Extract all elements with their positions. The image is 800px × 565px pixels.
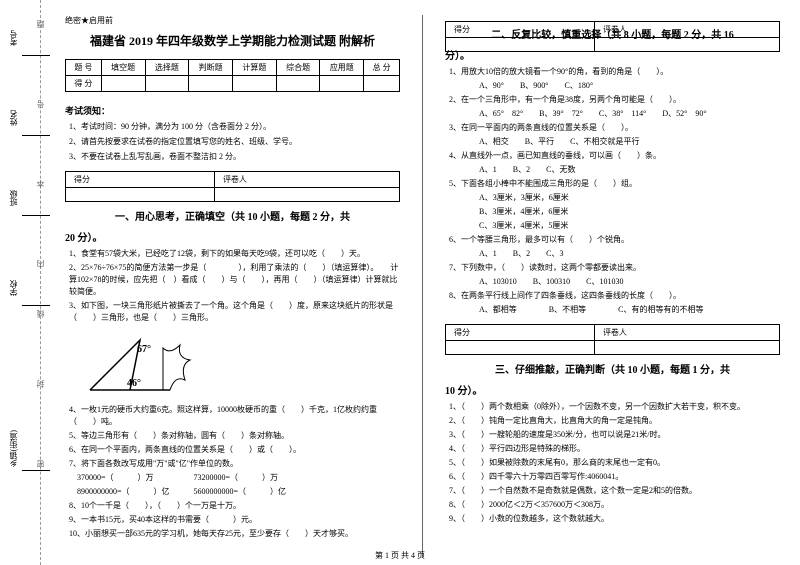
th-7: 总 分: [364, 60, 400, 76]
field-exam-no: [22, 55, 50, 56]
field-school: [22, 305, 50, 306]
score-table: 题 号 填空题 选择题 判断题 计算题 综合题 应用题 总 分 得 分: [65, 59, 400, 92]
binding-char-0: 题: [35, 20, 46, 28]
q2-5: 5、下面各组小棒中不能围成三角形的是（ ）组。: [449, 178, 780, 190]
part3-title: 三、仔细推敲，正确判断（共 10 小题，每题 1 分，共: [445, 361, 780, 376]
q2-1o: A、90° B、900° C、180°: [449, 80, 780, 92]
label-school: 学校: [8, 280, 19, 296]
q3-8: 8、（ ）2000亿＜2万＜357600万＜308万。: [449, 499, 780, 511]
binding-char-6: 密: [35, 460, 46, 468]
th-1: 填空题: [101, 60, 145, 76]
th-2: 选择题: [145, 60, 189, 76]
q2-8: 8、在两条平行线上间作了四条垂线，这四条垂线的长度（ ）。: [449, 290, 780, 302]
label-class: 班级: [8, 190, 19, 206]
left-column: 绝密★启用前 福建省 2019 年四年级数学上学期能力检测试题 附解析 题 号 …: [65, 15, 400, 557]
q1-7: 7、将下面各数改写成用"万"或"亿"作单位的数。: [69, 458, 400, 470]
q2-4: 4、从直线外一点，画已知直线的垂线，可以画（ ）条。: [449, 150, 780, 162]
q1-8: 8、10个一千是（ ），（ ）个一万是十万。: [69, 500, 400, 512]
label-town: 乡镇(街道): [8, 430, 19, 467]
scorer-c1: 得分: [66, 172, 215, 188]
q3-6: 6、（ ）四千零六十万零四百零写作:4060041。: [449, 471, 780, 483]
part3-questions: 1、（ ）两个数相乘（0除外），一个因数不变，另一个因数扩大若干变，积不变。 2…: [445, 401, 780, 527]
notice-title: 考试须知：: [65, 104, 400, 117]
q3-1: 1、（ ）两个数相乘（0除外），一个因数不变，另一个因数扩大若干变，积不变。: [449, 401, 780, 413]
th-6: 应用题: [320, 60, 364, 76]
q2-3o: A、相交 B、平行 C、不相交就是平行: [449, 136, 780, 148]
column-divider: [422, 15, 423, 557]
q1-6: 6、在同一个平面内，两条直线的位置关系是（ ）或（ ）。: [69, 444, 400, 456]
q3-2: 2、（ ）钝角一定比直角大，比直角大的角一定是钝角。: [449, 415, 780, 427]
q1-2: 2、25×76÷76×75的简便方法第一步是（ ），利用了乘法的（ ）（填运算律…: [69, 262, 400, 298]
q1-7a: 370000=（ ）万 73200000=（ ）万: [69, 472, 400, 484]
part3-title-cont: 10 分）。: [445, 382, 780, 397]
secret-label: 绝密★启用前: [65, 15, 400, 26]
binding-char-2: 本: [35, 180, 46, 188]
q1-7b: 8900000000=（ ）亿 5600000000=（ ）亿: [69, 486, 400, 498]
q2-8o: A、都相等 B、不相等 C、有的相等有的不相等: [449, 304, 780, 316]
q2-4o: A、1 B、2 C、无数: [449, 164, 780, 176]
part2-questions: 1、用放大10倍的放大镜看一个90°的角，看到的角是（ ）。 A、90° B、9…: [445, 66, 780, 318]
q2-5a: A、3厘米，3厘米，6厘米: [449, 192, 780, 204]
q1-10: 10、小丽想买一部635元的学习机，她每天存25元，至少要存（ ）天才够买。: [69, 528, 400, 540]
q2-2: 2、在一个三角形中，有一个角是38度，另两个角可能是（ ）。: [449, 94, 780, 106]
angle-46: 46°: [127, 378, 141, 389]
scorer3-c1: 得分: [446, 325, 595, 341]
notice-2: 2、请首先按要求在试卷的指定位置填写您的姓名、班级、学号。: [69, 136, 400, 149]
q2-5c: C、3厘米，4厘米，5厘米: [449, 220, 780, 232]
binding-char-5: 封: [35, 380, 46, 388]
th-5: 综合题: [276, 60, 320, 76]
exam-title: 福建省 2019 年四年级数学上学期能力检测试题 附解析: [65, 32, 400, 49]
dashed-line: [40, 0, 41, 565]
binding-char-4: 线: [35, 310, 46, 318]
q2-7: 7、下列数中，（ ）读数时，这两个零都要读出来。: [449, 262, 780, 274]
q2-1: 1、用放大10倍的放大镜看一个90°的角，看到的角是（ ）。: [449, 66, 780, 78]
field-name: [22, 135, 50, 136]
q2-3: 3、在同一平面内的两条直线的位置关系是（ ）。: [449, 122, 780, 134]
q1-3: 3、如下图，一块三角形纸片被撕去了一个角。这个角是（ ）度，原来这块纸片的形状是…: [69, 300, 400, 324]
field-class: [22, 215, 50, 216]
binding-char-3: 内: [35, 260, 46, 268]
th-3: 判断题: [189, 60, 233, 76]
q2-6: 6、一个等腰三角形，最多可以有（ ）个锐角。: [449, 234, 780, 246]
q1-1: 1、食堂有57袋大米，已经吃了12袋，剩下的如果每天吃9袋，还可以吃（ ）天。: [69, 248, 400, 260]
q3-4: 4、（ ）平行四边形是特殊的梯形。: [449, 443, 780, 455]
q1-9: 9、一本书15元，买40本这样的书需要（ ）元。: [69, 514, 400, 526]
row-label: 得 分: [66, 76, 102, 92]
q1-5: 5、等边三角形有（ ）条对称轴，圆有（ ）条对称轴。: [69, 430, 400, 442]
binding-char-1: 号: [35, 100, 46, 108]
part2-title-cont: 分）。: [445, 47, 780, 62]
q2-7o: A、103010 B、100310 C、101030: [449, 276, 780, 288]
q3-7: 7、（ ）一个自然数不是奇数就是偶数，这个数一定是2和5的倍数。: [449, 485, 780, 497]
triangle-figure: 67° 46°: [85, 330, 205, 400]
part1-questions-cont: 4、一枚1元的硬币大约重6克。照这样算，10000枚硬币的重（ ）千克，1亿枚约…: [65, 404, 400, 542]
scorer-box-3: 得分评卷人: [445, 324, 780, 355]
label-name: 姓名: [8, 110, 19, 126]
q2-6o: A、1 B、2 C、3: [449, 248, 780, 260]
content-area: 绝密★启用前 福建省 2019 年四年级数学上学期能力检测试题 附解析 题 号 …: [55, 0, 800, 565]
page-footer: 第 1 页 共 4 页: [0, 550, 800, 561]
q3-9: 9、（ ）小数的位数越多，这个数就越大。: [449, 513, 780, 525]
part1-questions: 1、食堂有57袋大米，已经吃了12袋，剩下的如果每天吃9袋，还可以吃（ ）天。 …: [65, 248, 400, 326]
notice-3: 3、不要在试卷上乱写乱画，卷面不整洁扣 2 分。: [69, 151, 400, 164]
q1-4: 4、一枚1元的硬币大约重6克。照这样算，10000枚硬币的重（ ）千克，1亿枚约…: [69, 404, 400, 428]
q3-5: 5、（ ）如果被除数的末尾有0，那么商的末尾也一定有0。: [449, 457, 780, 469]
angle-67: 67°: [137, 344, 151, 355]
q2-5b: B、3厘米，4厘米，6厘米: [449, 206, 780, 218]
scorer-box-1: 得分评卷人: [65, 171, 400, 202]
binding-margin: 考号 姓名 班级 学校 乡镇(街道) 题 号 本 内 线 封 密: [0, 0, 55, 565]
scorer3-c2: 评卷人: [594, 325, 779, 341]
notice-list: 1、考试时间：90 分钟，满分为 100 分（含卷面分 2 分）。 2、请首先按…: [65, 121, 400, 165]
part2-title: 二、反复比较，慎重选择（共 8 小题，每题 2 分，共 16: [445, 26, 780, 41]
part1-title-cont: 20 分）。: [65, 229, 400, 244]
q3-3: 3、（ ）一艘轮船的速度是350米/分，也可以说是21米/时。: [449, 429, 780, 441]
th-4: 计算题: [232, 60, 276, 76]
th-0: 题 号: [66, 60, 102, 76]
field-town: [22, 470, 50, 471]
scorer-c2: 评卷人: [214, 172, 399, 188]
q2-2o: A、65° 82° B、39° 72° C、38° 114° D、52° 90°: [449, 108, 780, 120]
right-column: 得分评卷人 二、反复比较，慎重选择（共 8 小题，每题 2 分，共 16 分）。…: [445, 15, 780, 557]
notice-1: 1、考试时间：90 分钟，满分为 100 分（含卷面分 2 分）。: [69, 121, 400, 134]
label-exam-no: 考号: [8, 30, 19, 46]
part1-title: 一、用心思考，正确填空（共 10 小题，每题 2 分，共: [65, 208, 400, 223]
